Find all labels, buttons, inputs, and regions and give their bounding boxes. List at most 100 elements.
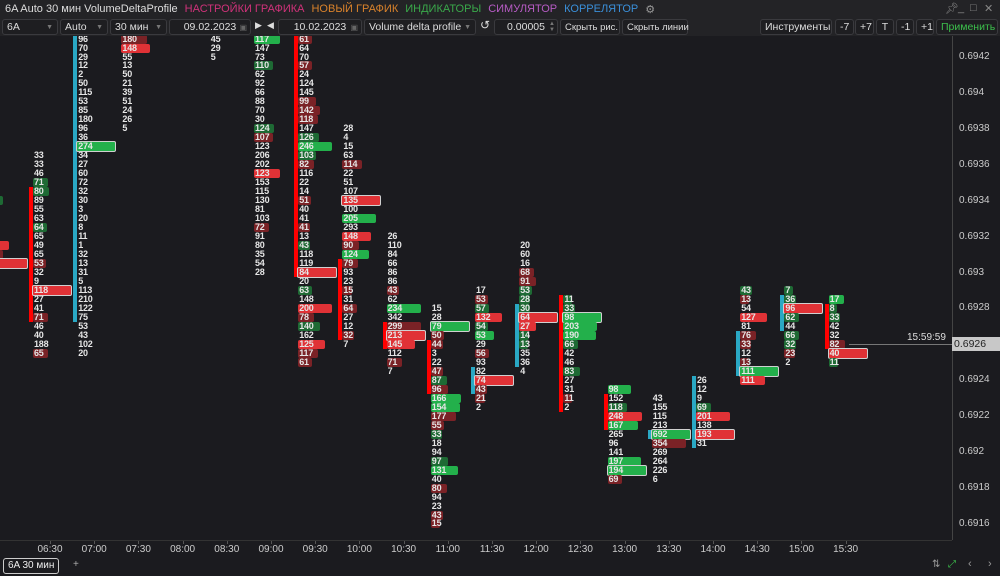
volume-cell: 12 <box>77 61 88 70</box>
time-axis[interactable]: 06:30 07:00 07:30 08:00 08:30 09:00 09:30 10:00… <box>0 540 952 557</box>
volume-bar <box>607 420 639 430</box>
volume-bar <box>342 232 372 242</box>
volume-bar <box>784 330 799 340</box>
step-input[interactable]: 0.00005 ▲ ▼ <box>494 19 558 35</box>
price-tick-label: 0.6938 <box>959 122 990 134</box>
volume-cell: 13 <box>77 259 88 268</box>
close-icon[interactable]: ✕ <box>984 3 994 15</box>
candle-body-red <box>426 339 431 394</box>
candle-body-red <box>824 303 829 349</box>
hide-lines-button[interactable]: Скрыть линии <box>622 19 689 35</box>
time-tick <box>624 541 626 544</box>
volume-cell: 36 <box>784 294 796 304</box>
volume-cell: 9 <box>696 393 702 403</box>
menu-simulator[interactable]: СИМУЛЯТОР <box>488 3 558 15</box>
volume-value: 27 <box>564 374 575 385</box>
volume-value: 118 <box>608 401 623 412</box>
volume-bar <box>33 259 47 269</box>
volume-value: 167 <box>608 419 624 430</box>
reset-icon[interactable]: ↺ <box>480 18 491 32</box>
indicator-select[interactable]: Volume delta profile ▼ <box>364 19 476 35</box>
volume-value: 130 <box>255 195 270 206</box>
timeframe-select[interactable]: 30 мин ▼ <box>110 19 167 35</box>
plus1-button[interactable]: +1 <box>916 19 934 35</box>
mode-select[interactable]: Auto ▼ <box>60 19 108 35</box>
chevron-left-icon[interactable]: ‹ <box>968 558 972 570</box>
symbol-select[interactable]: 6A ▼ <box>2 19 58 35</box>
volume-cell: 57 <box>475 303 489 313</box>
chart-tab[interactable]: 6A 30 мин <box>3 558 60 574</box>
volume-cell: 265 <box>608 429 624 439</box>
calendar-icon[interactable]: ▣ <box>239 22 247 32</box>
chevron-right-icon[interactable]: › <box>988 558 992 570</box>
maximize-icon[interactable]: □ <box>970 2 977 14</box>
volume-value: 210 <box>78 293 93 304</box>
chart-area[interactable]: 9043333467180895563646549655332911827417… <box>0 36 952 540</box>
minus1-button[interactable]: -1 <box>896 19 914 35</box>
volume-value: 30 <box>78 195 88 206</box>
current-time-label: 15:59:59 <box>907 332 946 344</box>
volume-value: 70 <box>299 51 309 62</box>
volume-bar <box>695 428 735 440</box>
menu-indicators[interactable]: ИНДИКАТОРЫ <box>405 3 482 15</box>
volume-value: 148 <box>343 231 358 242</box>
price-tick-label: 0.6932 <box>959 230 990 242</box>
pin-icon[interactable]: 📌︎ <box>945 3 959 15</box>
t-button[interactable]: T <box>876 19 894 35</box>
price-axis[interactable]: 0.6942 0.694 0.6938 0.6936 0.6934 0.6932 0.693… <box>952 36 1000 540</box>
date-to-input[interactable]: 10.02.2023 ▣ <box>278 19 362 35</box>
volume-value: 18 <box>431 437 442 448</box>
volume-cell: 92 <box>254 79 265 88</box>
menu-correlator[interactable]: КОРРЕЛЯТОР <box>564 3 639 15</box>
volume-cell: 110 <box>254 61 273 71</box>
play-back-icon[interactable]: ◀ <box>267 20 274 30</box>
volume-value: 248 <box>608 410 624 421</box>
volume-value: 117 <box>299 347 314 358</box>
volume-cell: 115 <box>254 187 269 196</box>
volume-value: 32 <box>78 186 88 197</box>
minimize-icon[interactable]: _ <box>958 2 965 14</box>
toolbar: 6A ▼ Auto ▼ 30 мин ▼ 09.02.2023 ▣ ▶ ◀ 10.02.… <box>0 18 1000 36</box>
menu-chart-settings[interactable]: НАСТРОЙКИ ГРАФИКА <box>184 3 305 15</box>
gears-icon[interactable]: ⚙ <box>645 3 656 16</box>
add-tab-button[interactable]: + <box>73 559 79 570</box>
volume-bar <box>475 330 495 340</box>
volume-bar <box>386 321 421 331</box>
volume-bar <box>386 285 399 295</box>
time-tick-label: 10:30 <box>391 544 417 555</box>
volume-cell: 127 <box>740 312 767 322</box>
volume-cell: 2 <box>784 357 790 367</box>
volume-bar <box>341 195 382 207</box>
volume-cell: 32 <box>77 187 88 196</box>
apply-button[interactable]: Применить <box>936 19 998 35</box>
instruments-button[interactable]: Инструменты <box>760 19 832 35</box>
volume-value: 205 <box>343 213 358 224</box>
volume-value: 115 <box>78 87 93 98</box>
volume-cell: 97 <box>430 456 449 466</box>
volume-value: 145 <box>387 338 403 349</box>
volume-cell: 226 <box>652 465 668 475</box>
volume-bar <box>386 339 416 349</box>
time-tick-label: 07:30 <box>125 544 151 555</box>
volume-bar <box>828 339 845 349</box>
volume-cell: 11 <box>828 357 839 367</box>
minus7-button[interactable]: -7 <box>835 19 854 35</box>
time-tick <box>801 541 803 544</box>
candle-body-red <box>294 36 299 278</box>
plus7-button[interactable]: +7 <box>855 19 874 35</box>
volume-value: 31 <box>564 383 575 394</box>
volume-cell: 8 <box>77 223 83 232</box>
hide-drawings-button[interactable]: Скрыть рис. <box>560 19 620 35</box>
play-forward-icon[interactable]: ▶ <box>255 20 262 30</box>
volume-bar <box>828 303 838 313</box>
candle-body-cyan <box>692 375 696 448</box>
price-tick-label: 0.6936 <box>959 158 990 170</box>
volume-cell: 62 <box>784 312 799 322</box>
menu-new-chart[interactable]: НОВЫЙ ГРАФИК <box>311 3 399 15</box>
calendar-icon[interactable]: ▣ <box>350 22 358 32</box>
expand-icon[interactable]: ⤢ <box>948 559 956 570</box>
stepper-icon[interactable]: ▲ ▼ <box>549 21 555 33</box>
sort-icon[interactable]: ⇅ <box>932 559 941 570</box>
volume-value: 274 <box>78 141 93 152</box>
date-from-input[interactable]: 09.02.2023 ▣ <box>169 19 251 35</box>
